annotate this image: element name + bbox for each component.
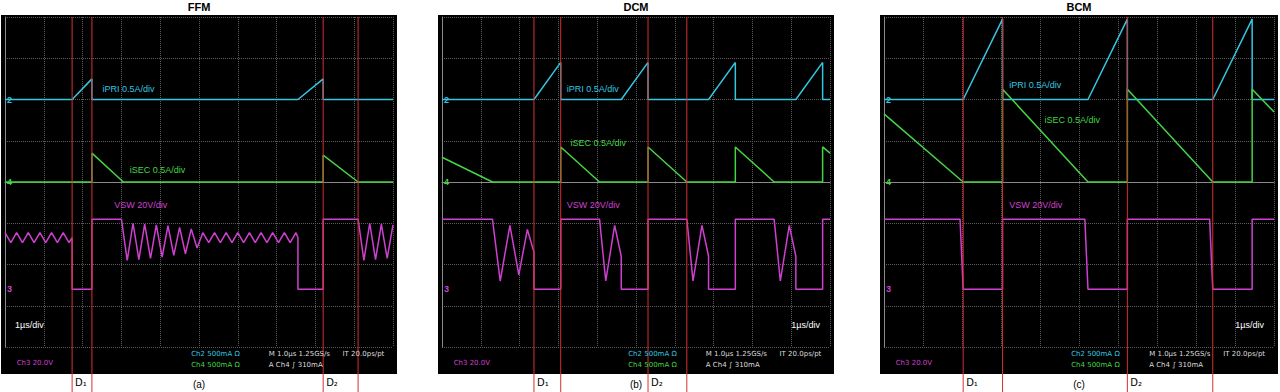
svg-text:A Ch4 ∫ 310mA: A Ch4 ∫ 310mA xyxy=(1149,361,1203,369)
svg-text:2: 2 xyxy=(444,95,449,105)
svg-text:IT 20.0ps/pt: IT 20.0ps/pt xyxy=(1223,350,1265,358)
svg-text:A Ch4 ∫ 310mA: A Ch4 ∫ 310mA xyxy=(706,361,760,369)
svg-text:Ch3 20.0V: Ch3 20.0V xyxy=(896,359,933,367)
svg-text:3: 3 xyxy=(7,284,12,294)
svg-text:D₁: D₁ xyxy=(75,377,87,388)
svg-text:A Ch4 ∫ 310mA: A Ch4 ∫ 310mA xyxy=(269,361,323,369)
svg-text:iPRI 0.5A/div: iPRI 0.5A/div xyxy=(1009,80,1062,90)
svg-text:4: 4 xyxy=(886,177,891,187)
svg-text:D₂: D₂ xyxy=(1130,377,1142,388)
svg-text:M 1.0µs 1.25GS/s: M 1.0µs 1.25GS/s xyxy=(269,350,331,358)
svg-text:Ch4 500mA Ω: Ch4 500mA Ω xyxy=(628,361,677,369)
svg-text:1µs/div: 1µs/div xyxy=(15,320,44,330)
svg-text:VSW 20V/div: VSW 20V/div xyxy=(1009,200,1063,210)
svg-text:(c): (c) xyxy=(1073,379,1085,390)
svg-text:IT 20.0ps/pt: IT 20.0ps/pt xyxy=(780,350,822,358)
svg-text:D₂: D₂ xyxy=(326,377,338,388)
svg-text:1µs/div: 1µs/div xyxy=(1235,320,1264,330)
svg-text:Ch2 500mA Ω: Ch2 500mA Ω xyxy=(628,350,677,358)
svg-text:M 1.0µs 1.25GS/s: M 1.0µs 1.25GS/s xyxy=(1149,350,1211,358)
svg-text:Ch4 500mA Ω: Ch4 500mA Ω xyxy=(191,361,240,369)
svg-text:(a): (a) xyxy=(193,379,205,390)
svg-text:BCM: BCM xyxy=(1066,1,1091,13)
svg-text:VSW 20V/div: VSW 20V/div xyxy=(567,200,621,210)
svg-text:IT 20.0ps/pt: IT 20.0ps/pt xyxy=(343,350,385,358)
svg-text:(b): (b) xyxy=(630,379,642,390)
svg-text:4: 4 xyxy=(7,177,12,187)
svg-text:Ch3 20.0V: Ch3 20.0V xyxy=(17,359,54,367)
svg-text:iSEC 0.5A/div: iSEC 0.5A/div xyxy=(1044,115,1100,125)
svg-text:D₁: D₁ xyxy=(966,377,978,388)
svg-text:1µs/div: 1µs/div xyxy=(791,320,820,330)
svg-text:2: 2 xyxy=(7,95,12,105)
svg-text:Ch2 500mA Ω: Ch2 500mA Ω xyxy=(191,350,240,358)
svg-text:Ch3 20.0V: Ch3 20.0V xyxy=(454,359,491,367)
svg-text:iPRI 0.5A/div: iPRI 0.5A/div xyxy=(567,84,620,94)
svg-text:VSW 20V/div: VSW 20V/div xyxy=(114,200,168,210)
svg-text:2: 2 xyxy=(886,95,891,105)
svg-text:Ch2 500mA Ω: Ch2 500mA Ω xyxy=(1071,350,1120,358)
svg-text:iSEC 0.5A/div: iSEC 0.5A/div xyxy=(130,165,186,175)
svg-text:iPRI 0.5A/div: iPRI 0.5A/div xyxy=(103,84,156,94)
svg-text:D₁: D₁ xyxy=(537,377,549,388)
svg-text:FFM: FFM xyxy=(188,1,211,13)
svg-text:M 1.0µs 1.25GS/s: M 1.0µs 1.25GS/s xyxy=(706,350,768,358)
svg-text:3: 3 xyxy=(444,284,449,294)
svg-text:DCM: DCM xyxy=(623,1,648,13)
svg-text:iSEC 0.5A/div: iSEC 0.5A/div xyxy=(571,138,627,148)
svg-text:D₂: D₂ xyxy=(651,377,663,388)
svg-text:4: 4 xyxy=(444,177,449,187)
svg-text:Ch4 500mA Ω: Ch4 500mA Ω xyxy=(1071,361,1120,369)
svg-text:3: 3 xyxy=(886,284,891,294)
